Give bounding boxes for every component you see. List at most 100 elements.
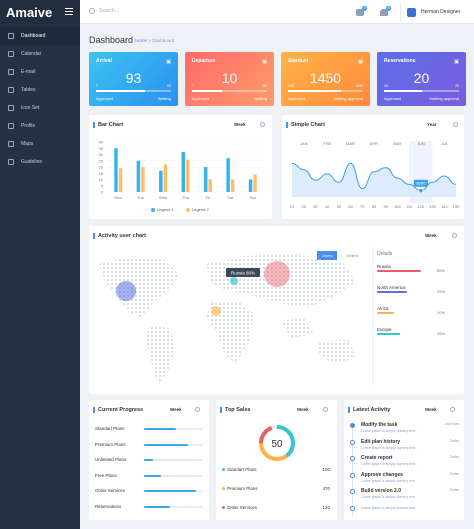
stat-progress-fill [384,90,422,92]
activity-desc: Lorem ipsum is simply dummy text... [361,429,418,433]
russia-bubble [264,261,290,287]
sales-dot [222,506,225,509]
stat-high: 93 [167,84,171,88]
activity-dot [350,423,355,428]
mail-icon[interactable] [356,9,364,16]
bar-Sun-0 [248,179,253,192]
progress-label: Reservations [95,503,122,509]
user-menu[interactable]: Herman Designer [400,3,474,21]
progress-period-select[interactable]: Week [170,407,182,412]
activity-period-select[interactable]: Week [425,407,437,412]
line-x-tick: 20 [301,204,306,209]
activity-settings-icon[interactable] [450,407,455,412]
sidebar-item-label: Calendar [21,51,42,57]
donut-segment-premium [259,425,295,461]
sidebar-item-3[interactable]: Tables [0,81,80,99]
bar-chart-title: Bar Chart [92,122,124,128]
line-x-tick: 60 [348,204,353,209]
simple-chart-settings-icon[interactable] [453,122,458,127]
stat-waiting-label: Waiting approval [333,96,363,101]
activity-item[interactable]: Lorem ipsum is simply dummy text... [361,505,461,510]
bar-y-tick: 20 [99,165,104,170]
hamburger-menu-icon[interactable] [65,8,73,15]
stat-waiting-label: Waiting [253,96,267,101]
sidebar-item-label: Profile [21,123,36,129]
bar-Thu-0 [181,152,185,192]
progress-fill [144,505,171,508]
simple-chart-period-select[interactable]: Year [427,122,437,127]
progress-label: Unlimited Plans [95,457,127,462]
detail-bar [377,312,394,314]
sidebar-item-5[interactable]: Profile [0,117,80,135]
sidebar-item-0[interactable]: Dashboard [0,27,80,45]
bar-chart-settings-icon[interactable] [260,122,265,127]
sales-dot [222,468,225,471]
sales-value: 470 [322,486,330,491]
bar-chart-period-select[interactable]: Week [234,122,246,127]
tab-users[interactable]: Users [317,251,338,260]
bar-y-tick: 25 [99,158,104,163]
search-box[interactable]: Search... [89,8,119,14]
sidebar-item-7[interactable]: Guideline [0,153,80,171]
bar-Sat-0 [226,158,230,192]
detail-label: Europe [377,327,392,332]
month-label: MAR [346,141,355,146]
activity-time: Today [449,488,459,492]
bell-icon[interactable] [380,9,388,16]
donut-center-value: 50 [271,439,283,450]
sidebar-item-4[interactable]: Icon Set [0,99,80,117]
simple-chart-card: Simple Chart Year JAN FEB MAR APR MAY JUN JUL 1… [282,115,464,219]
activity-desc: Lorem ipsum is simply dummy text... [361,505,418,510]
activity-map-title: Activity user chart [93,233,146,239]
month-label: APR [370,141,378,146]
detail-label: Russia [377,264,391,269]
activity-item[interactable]: Edit plan history Lorem ipsum is simply d… [361,439,461,450]
line-series [291,162,457,192]
africa-bubble [211,306,221,316]
bar-x-tick: Mon [114,195,122,200]
line-x-tick: 110 [406,204,413,209]
bar-y-tick: 0 [101,190,104,195]
activity-map-card: Activity user chart Week Users Orders Ru… [89,226,464,394]
bar-Wed-0 [159,170,163,192]
stat-waiting-label: Waiting approval [429,96,459,101]
stat-low: 7 [96,84,98,88]
world-map: Russia 80% [99,254,356,386]
activity-item[interactable]: Build version 2.0 Lorem ipsum is simply d… [361,488,461,499]
breadcrumb-home[interactable]: Home [135,38,148,43]
line-x-tick: 50 [337,204,342,209]
progress-settings-icon[interactable] [195,407,200,412]
map-icon [8,141,14,147]
search-input[interactable]: Search... [99,8,120,14]
tab-orders[interactable]: Orders [346,253,359,258]
activity-map-period-select[interactable]: Week [425,233,437,238]
line-x-tick: 70 [360,204,365,209]
activity-item[interactable]: Modify the task Lorem ipsum is simply dum… [361,422,461,433]
line-x-tick: 40 [325,204,330,209]
sidebar-item-1[interactable]: Calendar [0,45,80,63]
activity-item[interactable]: Approve changes Lorem ipsum is simply dum… [361,472,461,483]
bar-y-tick: 30 [99,152,104,157]
activity-map-settings-icon[interactable] [452,233,457,238]
activity-title: Build version 2.0 [361,488,402,494]
stat-value: 20 [413,70,430,86]
bar-y-tick: 5 [101,183,104,188]
sales-settings-icon[interactable] [323,407,328,412]
progress-fill [144,459,153,461]
sales-donut: 50 [259,425,295,461]
stat-card-3: Reservations ▣ 20 10 20 Approved Waiting appro… [377,52,466,106]
activity-dot [350,456,355,461]
sidebar-item-2[interactable]: E-mail [0,63,80,81]
stat-card-1: Departure ▣ 10 7 93 Approved Waiting [185,52,274,106]
sidebar-item-6[interactable]: Maps [0,135,80,153]
line-x-tick: 130 [429,204,436,209]
progress-fill [144,490,197,492]
bar-Thu-1 [186,159,190,192]
progress-label: Free Plans [95,472,117,478]
bar-x-tick: Thu [182,195,189,200]
bar-Wed-1 [163,164,168,192]
sales-period-select[interactable]: Week [297,407,309,412]
sales-label: Standart Plans [227,467,257,472]
highlight-point[interactable] [418,188,424,194]
activity-item[interactable]: Create report Lorem ipsum is simply dummy… [361,455,461,466]
